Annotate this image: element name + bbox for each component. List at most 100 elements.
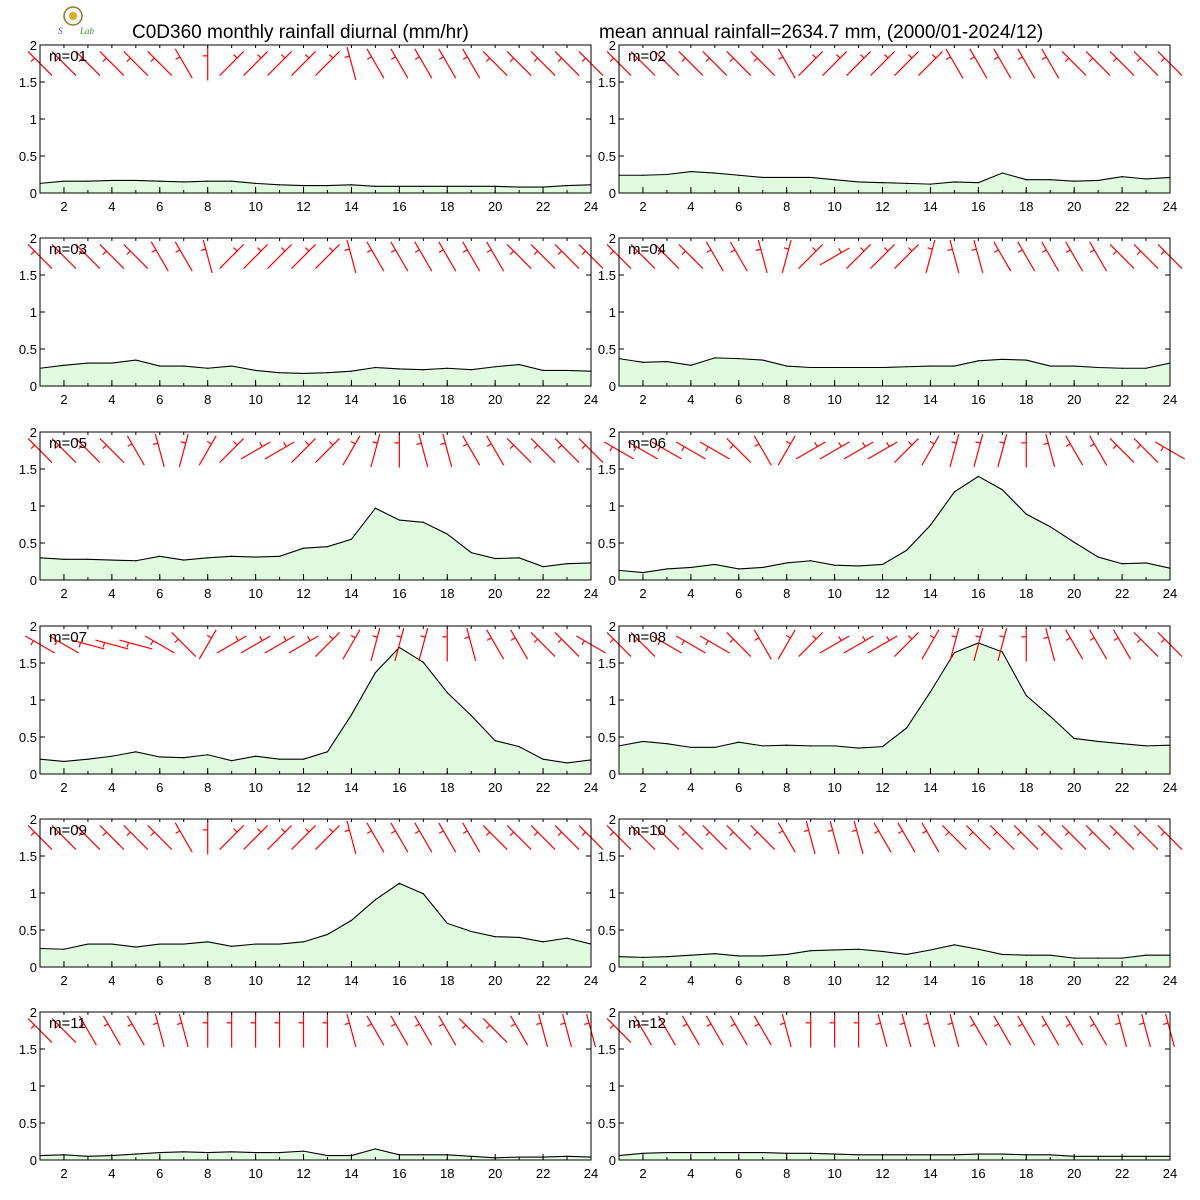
data-point	[666, 174, 667, 175]
wind-barb	[415, 242, 432, 271]
wind-barb-shaft	[531, 438, 555, 462]
x-tick-label: 2	[639, 392, 646, 407]
wind-barb	[966, 825, 990, 849]
wind-barb-shaft	[415, 242, 432, 271]
wind-barb-feather	[560, 1023, 565, 1024]
x-tick-label: 16	[392, 973, 406, 988]
wind-barb	[871, 51, 895, 75]
wind-barb	[153, 1014, 164, 1047]
wind-barb-feather	[127, 643, 128, 648]
wind-barb-shaft	[946, 49, 963, 78]
wind-barb	[1042, 242, 1059, 271]
wind-barb-feather	[177, 1023, 182, 1024]
data-point	[303, 373, 304, 374]
data-point	[1074, 365, 1075, 366]
x-tick-label: 4	[687, 1166, 694, 1181]
data-point	[351, 539, 352, 540]
wind-barb-feather	[683, 1024, 687, 1027]
x-tick-label: 12	[296, 973, 310, 988]
wind-barb	[100, 438, 124, 462]
wind-barb-shaft	[1142, 1014, 1151, 1047]
wind-barb-shaft	[1066, 242, 1083, 271]
wind-barb	[972, 240, 983, 273]
x-tick-label: 12	[296, 586, 310, 601]
wind-barb-feather	[908, 248, 912, 252]
wind-barb-feather	[367, 831, 371, 834]
y-tick-label: 0.5	[598, 1116, 616, 1131]
x-tick-label: 18	[1019, 973, 1033, 988]
wind-barb	[507, 825, 531, 849]
wind-barb-feather	[31, 445, 35, 449]
data-point	[858, 1154, 859, 1155]
wind-barb	[1134, 244, 1158, 268]
y-tick-label: 1.5	[19, 849, 37, 864]
wind-barb	[148, 825, 172, 849]
data-point	[519, 186, 520, 187]
data-point	[207, 557, 208, 558]
x-tick-label: 4	[108, 1166, 115, 1181]
data-point	[63, 181, 64, 182]
data-point	[906, 183, 907, 184]
wind-barb	[1066, 630, 1083, 659]
wind-barb-feather	[103, 251, 107, 255]
data-point	[882, 182, 883, 183]
wind-barb	[1139, 1014, 1150, 1047]
x-tick-label: 22	[1115, 1166, 1129, 1181]
panel-m=06: 00.511.522 4 6 8 10 12 14 16 18 20 22 24m=06	[598, 425, 1185, 601]
wind-barb-feather	[420, 636, 425, 637]
wind-barb-shaft	[871, 51, 895, 75]
x-tick-label: 18	[1019, 199, 1033, 214]
wind-barb-feather	[582, 58, 586, 62]
wind-barb-shaft	[220, 825, 244, 849]
wind-barb-feather	[367, 250, 371, 253]
wind-barb-shaft	[367, 242, 384, 271]
wind-barb-feather	[804, 830, 809, 831]
wind-barb-feather	[706, 58, 710, 62]
wind-barb-shaft	[268, 244, 292, 268]
wind-barb-feather	[706, 832, 710, 836]
wind-barb-shaft	[347, 1014, 356, 1047]
y-tick-label: 1.5	[19, 656, 37, 671]
wind-barb-feather	[207, 441, 211, 444]
wind-barb-feather	[731, 1024, 735, 1027]
wind-barb-shaft	[1066, 436, 1083, 465]
wind-barb	[345, 821, 356, 854]
wind-barb-feather	[1090, 1024, 1094, 1027]
wind-barb-feather	[415, 831, 419, 834]
wind-barb-shaft	[371, 628, 380, 661]
wind-barb-feather	[345, 249, 350, 250]
wind-barb-feather	[534, 639, 538, 643]
wind-barb	[127, 436, 144, 465]
data-point	[566, 762, 567, 763]
data-point	[1098, 556, 1099, 557]
wind-barb-feather	[682, 447, 685, 451]
wind-barb	[203, 821, 208, 855]
wind-barb-shaft	[443, 434, 452, 467]
panel-label: m=05	[49, 435, 87, 452]
wind-barb	[894, 438, 918, 462]
x-tick-label: 16	[971, 199, 985, 214]
wind-barb-feather	[308, 636, 311, 640]
wind-barb-feather	[932, 55, 936, 59]
data-point	[690, 1152, 691, 1153]
wind-barb-shaft	[241, 636, 270, 653]
y-tick-label: 2	[30, 812, 37, 827]
wind-barb-shaft	[439, 242, 456, 271]
data-point	[111, 559, 112, 560]
x-tick-label: 2	[60, 780, 67, 795]
data-point	[135, 751, 136, 752]
wind-barb	[1134, 51, 1158, 75]
y-tick-label: 1.5	[19, 268, 37, 283]
data-point	[954, 652, 955, 653]
data-point	[714, 747, 715, 748]
wind-barb	[227, 1014, 232, 1048]
y-tick-label: 1.5	[598, 656, 616, 671]
x-tick-label: 14	[923, 973, 937, 988]
y-tick-label: 1	[609, 693, 616, 708]
panel-frame	[40, 1012, 591, 1160]
data-point	[231, 1151, 232, 1152]
wind-barb-shaft	[1110, 51, 1134, 75]
wind-barb	[1110, 244, 1134, 268]
data-point	[279, 184, 280, 185]
